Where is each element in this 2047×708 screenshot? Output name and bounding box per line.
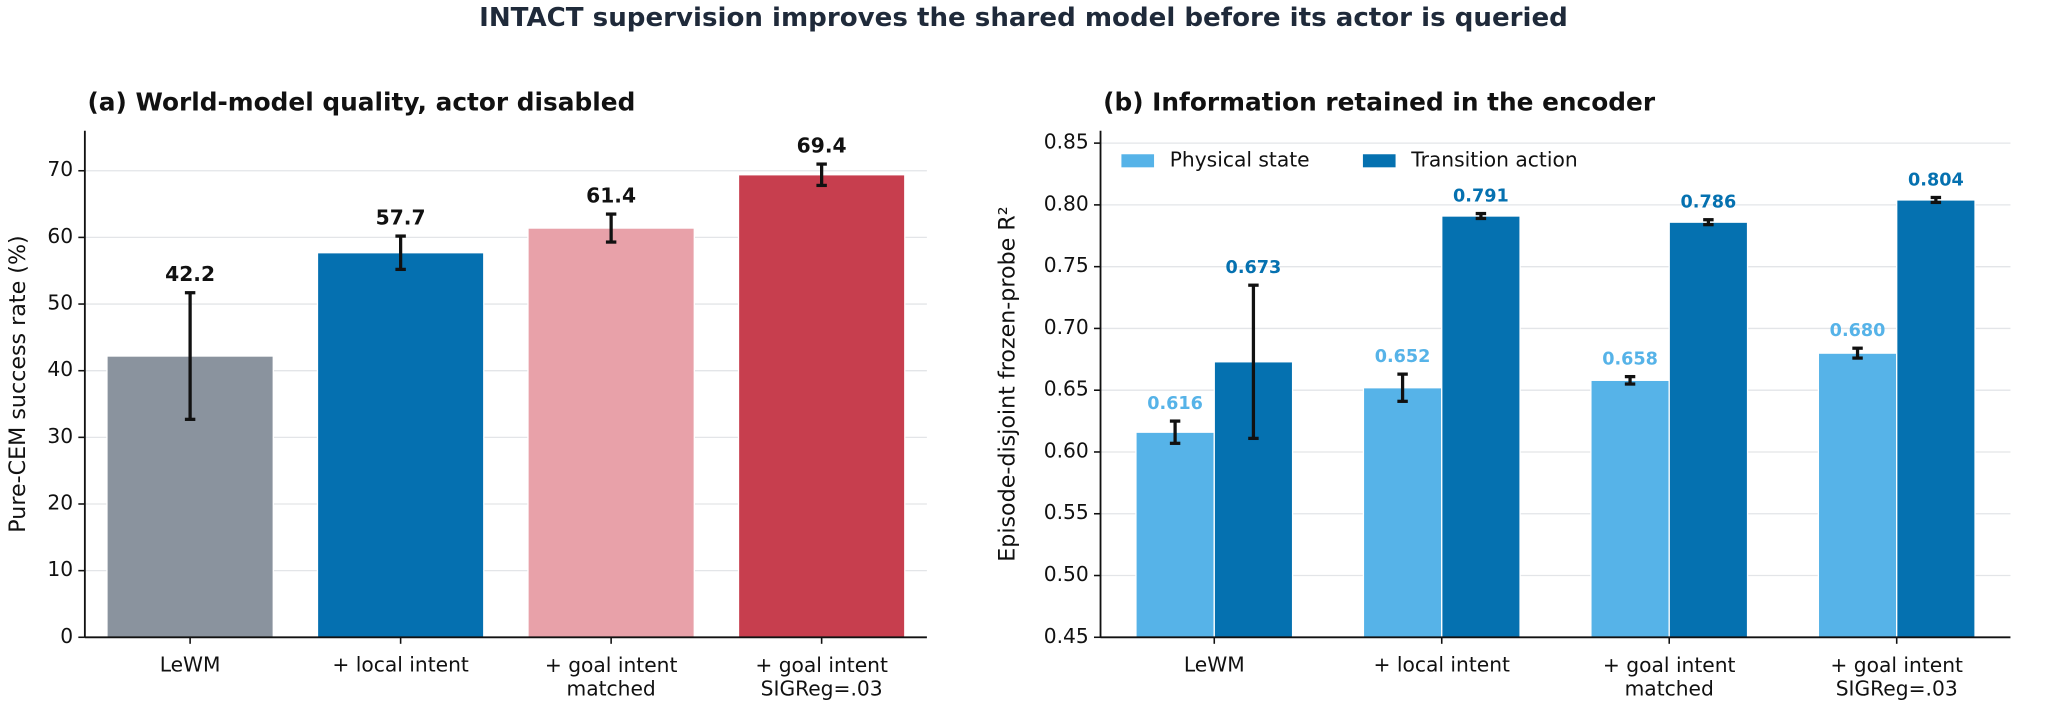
x-tick-label: + goal intent SIGReg=.03 bbox=[1830, 653, 1963, 700]
y-tick-label: 30 bbox=[47, 424, 73, 448]
y-tick-label: 50 bbox=[47, 291, 73, 315]
y-tick-label: 0.85 bbox=[1044, 130, 1089, 154]
x-tick-label: + goal intent matched bbox=[545, 653, 678, 700]
y-tick-label: 0.80 bbox=[1044, 191, 1089, 215]
bar bbox=[737, 174, 906, 638]
y-tick-label: 10 bbox=[47, 557, 73, 581]
legend-label: Physical state bbox=[1170, 147, 1310, 171]
legend-label: Transition action bbox=[1410, 147, 1577, 171]
value-label: 61.4 bbox=[586, 184, 636, 208]
bar bbox=[527, 227, 695, 638]
value-label: 0.616 bbox=[1147, 394, 1203, 414]
x-tick-label: + local intent bbox=[332, 653, 469, 677]
value-label: 0.673 bbox=[1226, 258, 1282, 278]
bar bbox=[1135, 431, 1215, 638]
legend-swatch bbox=[1362, 154, 1396, 168]
y-tick-label: 60 bbox=[47, 224, 73, 248]
value-label: 57.7 bbox=[376, 206, 426, 230]
value-label: 0.652 bbox=[1375, 347, 1431, 367]
value-label: 69.4 bbox=[797, 134, 847, 158]
chart-title: (a) World-model quality, actor disabled bbox=[87, 87, 635, 116]
y-tick-label: 0.50 bbox=[1044, 562, 1089, 586]
x-tick-label: + goal intent matched bbox=[1603, 653, 1736, 700]
bar bbox=[1817, 352, 1898, 638]
x-tick-label: + goal intent SIGReg=.03 bbox=[755, 653, 888, 700]
x-tick-label: LeWM bbox=[1184, 653, 1245, 677]
value-label: 0.658 bbox=[1602, 350, 1658, 370]
bar bbox=[1362, 387, 1443, 638]
y-tick-label: 0.65 bbox=[1044, 377, 1089, 401]
bar bbox=[1668, 221, 1749, 638]
y-axis-label: Pure-CEM success rate (%) bbox=[5, 235, 31, 532]
bar bbox=[1896, 199, 1976, 638]
chart-title: (b) Information retained in the encoder bbox=[1103, 87, 1656, 116]
value-label: 0.786 bbox=[1681, 193, 1737, 213]
figure-title: INTACT supervision improves the shared m… bbox=[479, 3, 1568, 33]
value-label: 0.680 bbox=[1830, 321, 1886, 341]
value-label: 0.804 bbox=[1908, 171, 1964, 191]
y-tick-label: 0.70 bbox=[1044, 315, 1089, 339]
value-label: 0.791 bbox=[1453, 187, 1509, 207]
y-axis-label: Episode-disjoint frozen-probe R² bbox=[994, 206, 1020, 561]
y-tick-label: 0.45 bbox=[1044, 624, 1089, 648]
x-tick-label: + local intent bbox=[1374, 653, 1511, 677]
y-tick-label: 70 bbox=[47, 157, 73, 181]
y-tick-label: 0.75 bbox=[1044, 253, 1089, 277]
x-tick-label: LeWM bbox=[160, 653, 221, 677]
legend-swatch bbox=[1121, 154, 1155, 168]
y-tick-label: 0.60 bbox=[1044, 438, 1089, 462]
y-tick-label: 0 bbox=[60, 624, 73, 648]
bar bbox=[1441, 215, 1521, 638]
bar bbox=[1590, 379, 1670, 638]
bar bbox=[316, 252, 485, 638]
y-tick-label: 40 bbox=[47, 357, 73, 381]
value-label: 42.2 bbox=[165, 262, 215, 286]
y-tick-label: 20 bbox=[47, 490, 73, 514]
y-tick-label: 0.55 bbox=[1044, 500, 1089, 524]
